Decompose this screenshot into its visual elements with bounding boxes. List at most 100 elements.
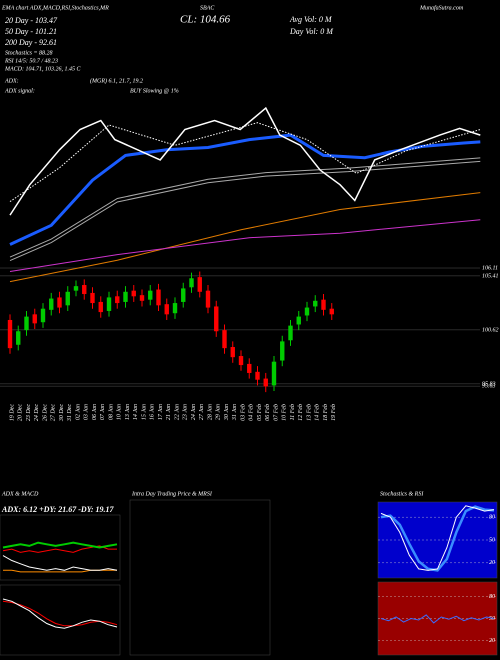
x-tick-label: 11 Feb (290, 404, 296, 420)
candle-body (164, 304, 169, 315)
adx: ADX: (4, 78, 19, 84)
x-tick-label: 27 Dec (51, 404, 57, 421)
x-tick-label: 08 Jan (108, 404, 114, 420)
x-tick-label: 30 Jan (224, 404, 230, 421)
x-tick-label: 19 Feb (331, 404, 337, 421)
y-tick-label: 100.62 (482, 327, 499, 333)
x-tick-label: 07 Feb (273, 404, 279, 421)
candle-body (313, 300, 318, 307)
candle-body (222, 330, 227, 349)
candle-body (57, 297, 62, 308)
ema50: 50 Day - 101.21 (5, 27, 57, 36)
x-tick-label: 03 Feb (240, 404, 246, 421)
ema-line (9, 160, 481, 262)
candle-body (189, 278, 194, 288)
x-tick-label: 13 Feb (306, 404, 312, 421)
candle-body (32, 314, 37, 324)
candle-body (263, 378, 268, 387)
x-tick-label: 28 Jan (207, 404, 213, 420)
adx-signal-value: BUY Slowing @ 1% (130, 88, 179, 94)
x-tick-label: 10 Feb (282, 404, 288, 421)
candle-body (65, 291, 70, 306)
candle-body (304, 307, 310, 316)
candle-body (82, 285, 87, 295)
x-tick-label: 14 Jan (132, 404, 139, 420)
x-tick-label: 02 Jan (75, 404, 81, 420)
ema-line (9, 133, 481, 246)
x-tick-label: 06 Jan (92, 404, 98, 420)
x-tick-label: 30 Dec (59, 404, 65, 422)
candle-body (40, 308, 46, 323)
y-tick-label: 50 (489, 616, 495, 622)
candle-body (238, 356, 244, 366)
candle-body (280, 341, 285, 361)
x-tick-label: 13 Jan (125, 404, 131, 420)
x-tick-label: 27 Jan (199, 404, 205, 420)
panel-title: Stochastics & RSI (380, 491, 424, 497)
candle-body (7, 319, 13, 349)
panel-title: Intra Day Trading Price & MRSI (131, 491, 213, 497)
top-title: EMA chart ADX,MACD,RSI,Stochastics,MR (1, 5, 109, 11)
indicator-line (380, 505, 495, 572)
indicator-line (2, 555, 118, 571)
adx-signal: ADX signal: (4, 88, 35, 94)
x-tick-label: 24 Dec (33, 404, 40, 421)
candle-body (214, 306, 219, 332)
candle-body (98, 301, 103, 313)
x-tick-label: 31 Jan (232, 404, 238, 421)
ema-line (9, 122, 481, 203)
candle-body (156, 289, 161, 306)
candle-body (205, 290, 211, 308)
x-tick-label: 29 Jan (216, 404, 222, 420)
day-vol: Day Vol: 0 M (289, 27, 334, 36)
x-tick-label: 04 Feb (248, 404, 255, 421)
candle-body (73, 286, 79, 291)
candle-body (115, 296, 120, 304)
ema200: 200 Day - 92.61 (5, 38, 57, 47)
indicator-line (2, 545, 117, 553)
adx-values: (MGR) 6.1, 21.7, 19.2 (90, 77, 143, 84)
y-tick-label: 106.11 (482, 265, 498, 271)
site: MunafaSutra.com (419, 4, 464, 11)
x-tick-label: 31 Dec (67, 404, 73, 422)
rsi: RSI 14/5: 50.7 / 48.23 (4, 57, 58, 64)
candle-body (288, 325, 293, 341)
x-tick-label: 06 Feb (265, 404, 271, 421)
candle-body (271, 361, 277, 386)
x-tick-label: 24 Jan (190, 404, 197, 420)
y-tick-label: 20 (489, 560, 495, 566)
x-tick-label: 23 Jan (183, 404, 189, 420)
avg-vol: Avg Vol: 0 M (289, 15, 333, 24)
x-tick-label: 21 Jan (166, 404, 172, 420)
x-tick-label: 15 Jan (141, 404, 147, 420)
candle-body (197, 277, 202, 292)
x-tick-label: 22 Jan (174, 404, 180, 420)
x-tick-label: 05 Feb (257, 404, 263, 421)
candle-body (172, 303, 178, 314)
x-tick-label: 18 Feb (323, 404, 329, 421)
x-tick-label: 14 Feb (314, 404, 321, 421)
candle-body (139, 295, 145, 301)
stoch: Stochastics = 88.28 (5, 50, 53, 56)
candle-body (49, 298, 54, 310)
panel (129, 499, 271, 656)
candle-body (106, 297, 112, 311)
ema-line (9, 106, 481, 216)
candle-body (321, 299, 326, 310)
indicator-line (2, 598, 118, 629)
y-tick-label: 95.83 (482, 381, 496, 387)
candle-body (230, 347, 235, 358)
candle-body (24, 316, 29, 331)
y-tick-label: 105.41 (482, 272, 499, 279)
candle-body (329, 308, 334, 315)
y-tick-label: 80 (489, 594, 495, 600)
indicator-line (380, 614, 495, 624)
ema-line (9, 219, 481, 272)
x-tick-label: 10 Jan (117, 404, 123, 420)
indicator-line (2, 541, 118, 549)
candle-body (255, 371, 260, 380)
x-tick-label: 19 Dec (9, 404, 15, 421)
y-tick-label: 20 (489, 638, 495, 644)
candle-body (16, 331, 21, 345)
x-tick-label: 26 Dec (42, 404, 48, 421)
